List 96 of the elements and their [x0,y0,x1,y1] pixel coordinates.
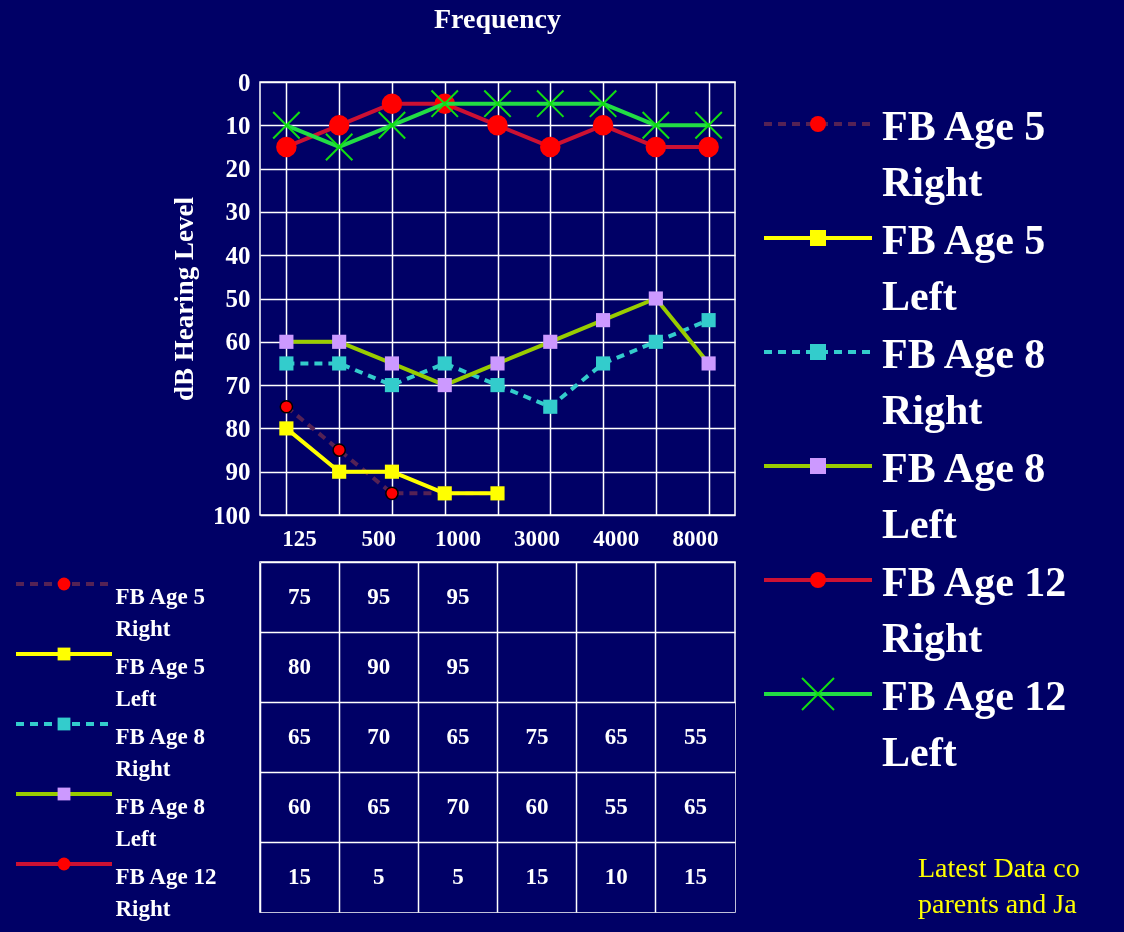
point [588,89,618,118]
point [540,136,561,158]
data-label: 60 [525,794,549,819]
text: parents and Ja [918,887,1078,921]
data-label: 5 [452,864,464,889]
point [381,93,403,114]
data-label: 95 [367,584,391,609]
data-label: 65 [288,724,312,749]
data-label: 95 [446,584,470,609]
y-tick-label: 80 [225,414,251,442]
y-tick-label: 100 [213,501,251,529]
point [276,136,297,158]
x-tick-label: 8000 [672,525,719,551]
y-tick-label: 70 [225,371,251,399]
y-tick-label: 50 [225,285,251,312]
point [279,421,294,436]
data-label: 5 [373,864,385,889]
point [384,356,400,371]
point [483,89,512,118]
point [536,89,565,118]
data-label: 60 [288,794,312,819]
point [490,356,505,371]
point [543,399,558,414]
point [641,111,671,140]
text: Latest Data co [918,851,1080,885]
point [543,334,558,349]
legend-label: FB Age 5 Right [882,102,1047,207]
point [490,378,505,393]
y-tick-label: FB Age 5 Right [115,584,205,641]
point [384,464,400,479]
data-label: 65 [446,724,470,749]
data-label: 75 [525,724,549,749]
x-tick-label: 500 [361,525,396,551]
data-label: 95 [446,654,470,679]
point [332,443,347,457]
y-tick-label: FB Age 8 Right [115,724,205,781]
data-label: 90 [367,654,391,679]
y-tick-label: FB Age 8 Left [115,794,205,851]
point [279,399,294,414]
data-label: 15 [683,864,707,889]
y-tick-label: 90 [225,458,251,486]
point [648,291,663,306]
data-label: 55 [604,794,628,819]
point [698,136,719,158]
point [279,356,294,371]
point [648,334,663,349]
data-label: 65 [367,794,391,819]
data-label: 55 [683,724,707,749]
chart-title: Frequency [433,3,562,34]
point [384,378,400,393]
y-tick-label: 20 [225,155,251,183]
data-label: 70 [446,794,470,819]
point [645,136,667,158]
legend-label: FB Age 5 Left [882,216,1047,321]
point [701,356,716,371]
point [324,132,354,162]
legend-label: FB Age 8 Left [882,444,1047,549]
data-label: 15 [525,864,549,889]
legend-label: FB Age 8 Right [882,330,1047,435]
x-tick-label: 1000 [434,525,481,551]
data-label: 10 [604,864,628,889]
point [437,378,452,393]
data-label: 15 [288,864,312,889]
point [595,313,611,328]
point [332,356,347,371]
data-label: 80 [288,654,312,679]
data-label: 70 [367,724,391,749]
y-tick-label: 0 [238,68,251,96]
x-tick-label: 3000 [514,525,561,551]
legend-label: FB Age 12 Left [882,672,1068,777]
point [595,356,611,371]
point [272,111,301,140]
y-tick-label: 40 [225,241,251,269]
point [332,334,347,349]
point [592,115,614,136]
point [279,334,294,349]
data-label: 65 [604,724,628,749]
x-tick-label: 125 [282,525,317,551]
y-tick-label: 30 [225,198,251,226]
data-label: 65 [683,794,707,819]
y-axis-title: dB Hearing Level [169,196,199,401]
point [694,111,723,140]
x-tick-label: 4000 [593,525,640,551]
y-tick-label: FB Age 5 Left [115,654,205,711]
point [701,313,716,328]
point [437,356,452,371]
legend-label: FB Age 12 Right [882,558,1068,663]
y-tick-label: FB Age 12 Right [115,864,217,921]
y-tick-label: 10 [225,111,251,139]
point [385,486,399,501]
y-tick-label: 60 [225,328,251,356]
point [332,464,347,479]
point [328,115,350,136]
point [377,111,407,140]
data-label: 75 [288,584,312,609]
point [487,115,508,136]
